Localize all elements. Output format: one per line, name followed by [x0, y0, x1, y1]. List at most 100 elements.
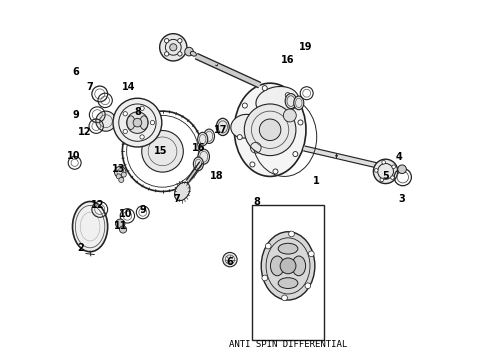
Ellipse shape [194, 157, 203, 171]
Text: 15: 15 [154, 146, 168, 156]
Ellipse shape [204, 129, 215, 143]
Text: 6: 6 [73, 67, 79, 77]
Circle shape [283, 109, 296, 122]
Circle shape [293, 152, 298, 157]
Circle shape [119, 177, 124, 183]
Circle shape [392, 165, 395, 168]
Ellipse shape [197, 132, 208, 146]
Circle shape [126, 112, 148, 134]
Circle shape [273, 169, 278, 174]
Circle shape [170, 44, 177, 51]
Text: 9: 9 [140, 206, 146, 216]
Text: 11: 11 [114, 221, 127, 231]
Ellipse shape [278, 243, 298, 254]
Text: 6: 6 [226, 257, 233, 267]
Ellipse shape [140, 116, 148, 130]
Circle shape [165, 52, 169, 56]
Circle shape [289, 231, 294, 237]
Circle shape [398, 165, 406, 174]
Circle shape [185, 47, 194, 56]
Circle shape [391, 176, 394, 179]
Text: 8: 8 [253, 197, 260, 207]
Circle shape [140, 135, 144, 139]
Polygon shape [304, 146, 382, 169]
Text: 18: 18 [210, 171, 223, 181]
Text: 13: 13 [112, 164, 125, 174]
Text: 17: 17 [214, 125, 227, 135]
Ellipse shape [190, 51, 196, 56]
Text: 14: 14 [122, 82, 135, 92]
Circle shape [380, 178, 384, 182]
Circle shape [120, 226, 126, 233]
Text: 1: 1 [313, 176, 320, 186]
Circle shape [113, 98, 162, 147]
Circle shape [280, 258, 296, 274]
Circle shape [308, 251, 314, 257]
Ellipse shape [231, 114, 259, 138]
Circle shape [115, 166, 126, 178]
Text: 16: 16 [192, 143, 205, 153]
Ellipse shape [216, 118, 229, 135]
Circle shape [160, 34, 187, 61]
Circle shape [282, 295, 288, 301]
Circle shape [116, 174, 122, 179]
Circle shape [259, 119, 281, 140]
Circle shape [140, 106, 144, 111]
Circle shape [142, 131, 183, 172]
Ellipse shape [292, 256, 306, 276]
Circle shape [373, 159, 398, 184]
Circle shape [122, 172, 126, 177]
Circle shape [262, 275, 268, 281]
Text: 7: 7 [173, 194, 180, 204]
Text: 10: 10 [67, 150, 80, 161]
Circle shape [245, 104, 296, 156]
Text: 5: 5 [382, 171, 389, 181]
Text: 3: 3 [399, 194, 405, 204]
Ellipse shape [270, 256, 284, 276]
Circle shape [133, 118, 142, 127]
Circle shape [243, 103, 247, 108]
Ellipse shape [127, 116, 135, 130]
Ellipse shape [261, 232, 315, 300]
Text: 12: 12 [91, 200, 104, 210]
Ellipse shape [198, 149, 210, 164]
Circle shape [223, 252, 237, 267]
Text: 19: 19 [298, 42, 312, 52]
Circle shape [178, 39, 182, 43]
Ellipse shape [174, 182, 190, 201]
Text: 12: 12 [77, 127, 91, 136]
Ellipse shape [73, 202, 108, 252]
Circle shape [123, 112, 127, 116]
Ellipse shape [285, 94, 296, 109]
Text: 8: 8 [134, 107, 141, 117]
Circle shape [266, 243, 271, 249]
Ellipse shape [278, 278, 298, 288]
Polygon shape [196, 54, 261, 87]
Circle shape [178, 52, 182, 56]
Text: 2: 2 [77, 243, 84, 253]
Text: 7: 7 [87, 82, 94, 92]
Circle shape [165, 39, 169, 43]
Circle shape [150, 121, 155, 125]
Ellipse shape [234, 83, 306, 176]
Circle shape [96, 111, 116, 131]
Circle shape [305, 283, 311, 289]
Circle shape [285, 93, 290, 98]
Text: 9: 9 [73, 111, 79, 121]
Text: 10: 10 [119, 209, 133, 219]
Ellipse shape [294, 96, 304, 110]
Text: ANTI SPIN DIFFERENTIAL: ANTI SPIN DIFFERENTIAL [229, 341, 347, 350]
Circle shape [262, 86, 267, 91]
Circle shape [250, 162, 255, 167]
Polygon shape [187, 162, 202, 181]
Text: 4: 4 [396, 152, 403, 162]
Circle shape [237, 135, 242, 140]
Circle shape [123, 129, 127, 134]
Ellipse shape [256, 86, 298, 116]
Circle shape [382, 161, 386, 164]
Text: 16: 16 [281, 55, 295, 65]
Circle shape [298, 120, 303, 125]
Circle shape [116, 219, 125, 228]
Bar [252, 205, 324, 339]
Circle shape [374, 168, 378, 172]
